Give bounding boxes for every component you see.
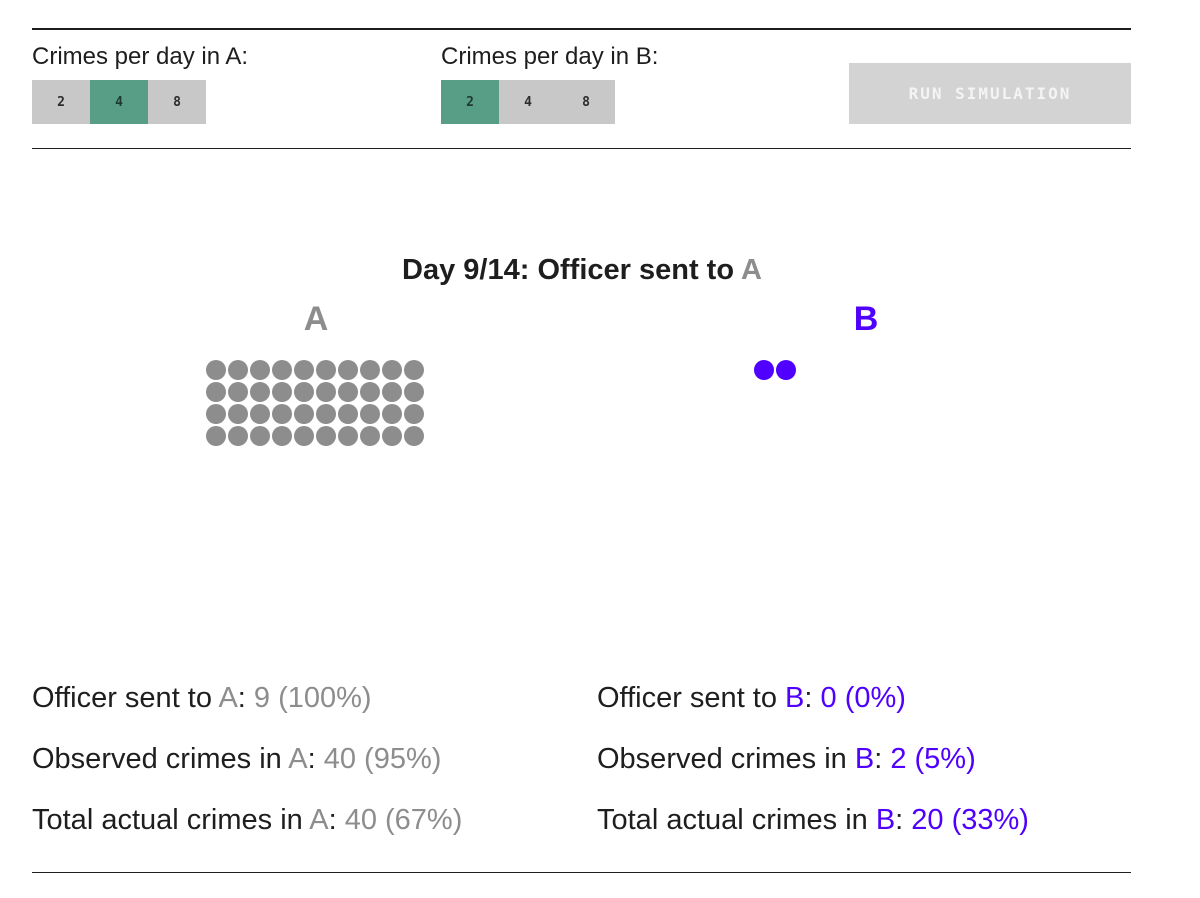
crime-dot [316,404,336,424]
crimes-b-option-4[interactable]: 4 [499,80,557,124]
crime-dot [294,360,314,380]
crime-dot [294,426,314,446]
crime-dot [294,404,314,424]
crime-dot [228,360,248,380]
controls-divider [32,148,1131,149]
crimes-b-option-2[interactable]: 2 [441,80,499,124]
crime-dot [228,404,248,424]
stat-region: A [218,682,238,714]
crime-dot [250,404,270,424]
crime-dot [206,382,226,402]
crime-dot [316,360,336,380]
stat-value: 20 (33%) [911,804,1029,836]
stat-region: B [875,804,896,836]
stat-region: B [854,743,875,775]
crime-dot [206,404,226,424]
crime-dot [338,382,358,402]
crime-dot [360,404,380,424]
crime-dot [250,426,270,446]
stat-b-total-crimes: Total actual crimes in B: 20 (33%) [597,804,1029,836]
crime-dot [316,382,336,402]
stat-prefix: Officer sent to [597,682,786,714]
day-title-prefix: Day 9/14: Officer sent to [402,254,742,286]
crime-dot [228,426,248,446]
crime-dot [272,426,292,446]
crime-dot [272,404,292,424]
stat-value: 0 (0%) [820,682,906,714]
crimes-per-day-a-selector: 2 4 8 [32,80,206,124]
stat-prefix: Observed crimes in [32,743,289,775]
stat-value: 9 (100%) [253,682,372,714]
crime-dot [360,426,380,446]
stat-value: 2 (5%) [890,743,976,775]
crime-dot [382,404,402,424]
crimes-per-day-b-label: Crimes per day in B: [441,43,659,70]
simulation-day-title: Day 9/14: Officer sent to A [0,254,1164,287]
stat-prefix: Total actual crimes in [597,804,876,836]
stat-region: A [288,743,308,775]
crimes-a-option-4[interactable]: 4 [90,80,148,124]
crimes-per-day-a-label: Crimes per day in A: [32,43,249,70]
region-b-label: B [853,300,879,338]
crimes-a-option-8[interactable]: 8 [148,80,206,124]
crime-dot [338,426,358,446]
crime-dot [206,426,226,446]
stat-a-observed-crimes: Observed crimes in A: 40 (95%) [32,743,442,775]
stat-value: 40 (67%) [344,804,463,836]
crime-dot [404,426,424,446]
crimes-a-option-2[interactable]: 2 [32,80,90,124]
region-b-crime-dots [754,360,796,380]
crime-dot [338,404,358,424]
crime-dot [382,426,402,446]
crime-dot [294,382,314,402]
crime-dot [228,382,248,402]
crime-dot [272,360,292,380]
crime-dot [250,382,270,402]
stat-prefix: Officer sent to [32,682,219,714]
crimes-per-day-b-selector: 2 4 8 [441,80,615,124]
crimes-b-option-8[interactable]: 8 [557,80,615,124]
crime-dot [404,382,424,402]
stat-b-observed-crimes: Observed crimes in B: 2 (5%) [597,743,976,775]
crime-dot [206,360,226,380]
stat-b-officer-sent: Officer sent to B: 0 (0%) [597,682,906,714]
crime-dot [250,360,270,380]
region-a-label: A [303,300,329,338]
stat-prefix: Observed crimes in [597,743,855,775]
crime-dot [360,360,380,380]
crime-dot [360,382,380,402]
crime-dot [754,360,774,380]
stat-value: 40 (95%) [323,743,442,775]
crime-dot [404,360,424,380]
crime-dot [404,404,424,424]
top-divider [32,28,1131,30]
stat-a-total-crimes: Total actual crimes in A: 40 (67%) [32,804,463,836]
crime-dot [316,426,336,446]
crime-dot [272,382,292,402]
stat-region: A [309,804,329,836]
stat-region: B [785,682,805,714]
region-a-crime-dots [206,360,424,446]
day-title-region: A [741,254,762,286]
run-simulation-button[interactable]: RUN SIMULATION [849,63,1131,124]
crime-dot [382,382,402,402]
stat-a-officer-sent: Officer sent to A: 9 (100%) [32,682,372,714]
crime-dot [776,360,796,380]
crime-dot [338,360,358,380]
stat-prefix: Total actual crimes in [32,804,310,836]
crime-dot [382,360,402,380]
bottom-divider [32,872,1131,873]
